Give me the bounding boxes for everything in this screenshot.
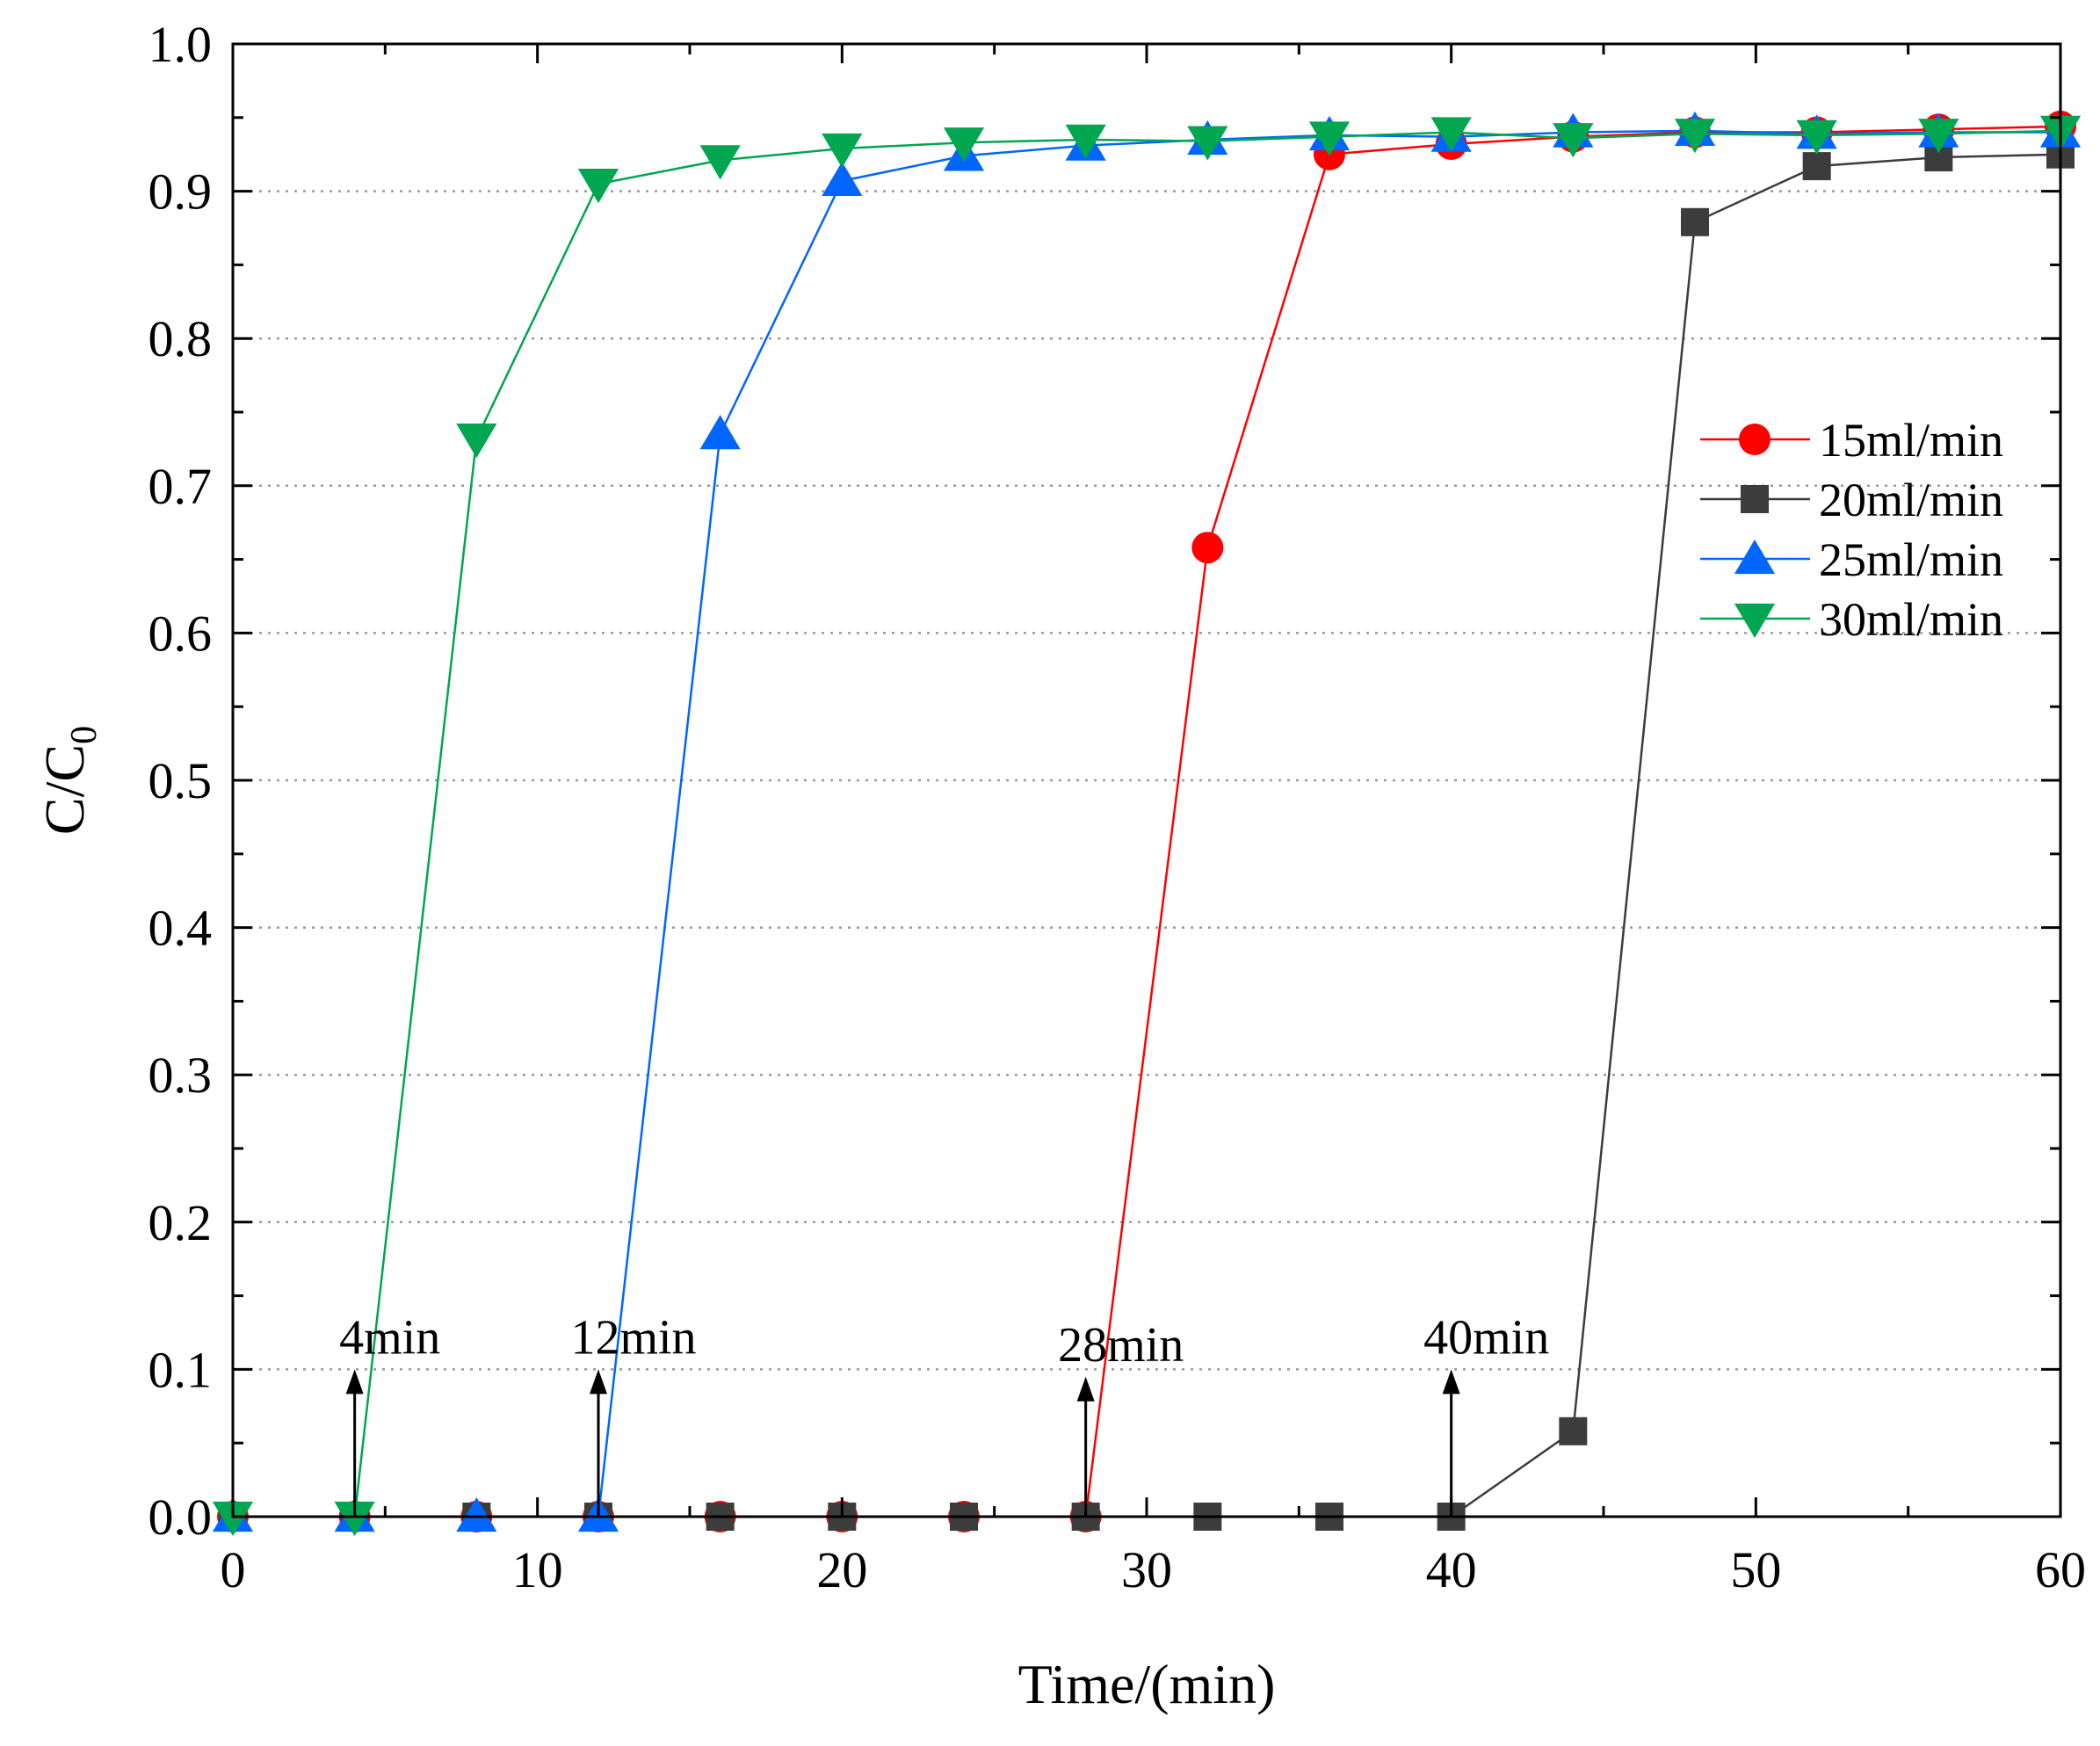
x-axis-label: Time/(min) bbox=[1018, 1653, 1276, 1715]
legend-item: 25ml/min bbox=[1700, 533, 2003, 586]
series-line bbox=[233, 125, 2061, 1518]
data-point bbox=[1065, 124, 1106, 159]
legend-marker bbox=[1741, 485, 1769, 513]
data-point bbox=[699, 415, 741, 450]
x-tick-label: 60 bbox=[2035, 1541, 2086, 1598]
x-tick-label: 20 bbox=[816, 1541, 867, 1598]
data-point bbox=[1191, 532, 1224, 564]
series-30ml-min bbox=[212, 115, 2082, 1536]
data-point bbox=[1674, 119, 1716, 154]
y-axis-label-main: C/C bbox=[33, 744, 96, 835]
y-tick-label: 0.0 bbox=[148, 1489, 213, 1546]
data-point bbox=[822, 133, 863, 168]
annotation-label: 40min bbox=[1423, 1310, 1549, 1365]
y-tick-label: 0.7 bbox=[148, 458, 213, 515]
data-point bbox=[334, 1501, 375, 1536]
data-point bbox=[1918, 119, 1959, 154]
y-tick-label: 0.6 bbox=[148, 605, 213, 662]
data-point bbox=[1187, 126, 1228, 161]
x-tick-label: 50 bbox=[1730, 1541, 1781, 1598]
annotations: 4min 12min 28min 40min bbox=[339, 1310, 1549, 1517]
y-tick-label: 0.9 bbox=[148, 163, 213, 221]
data-point bbox=[1553, 123, 1594, 158]
data-point bbox=[577, 169, 619, 204]
y-tick-label: 1.0 bbox=[148, 16, 213, 73]
legend-marker bbox=[1739, 424, 1771, 455]
legend-item: 20ml/min bbox=[1700, 474, 2003, 526]
x-tick-label: 30 bbox=[1121, 1541, 1172, 1598]
y-tick-label: 0.2 bbox=[148, 1194, 213, 1251]
legend-marker bbox=[1734, 603, 1776, 638]
data-point bbox=[456, 424, 497, 459]
data-point bbox=[1430, 117, 1472, 152]
y-tick-label: 0.3 bbox=[148, 1047, 213, 1104]
y-axis-label: C/C0 bbox=[33, 726, 105, 835]
annotation-arrow-head bbox=[1076, 1376, 1095, 1402]
legend-label: 30ml/min bbox=[1819, 593, 2003, 646]
data-point bbox=[456, 1497, 497, 1532]
y-tick-label: 0.8 bbox=[148, 310, 213, 367]
legend-label: 25ml/min bbox=[1819, 533, 2003, 586]
legend-item: 30ml/min bbox=[1700, 593, 2003, 646]
y-tick-label: 0.4 bbox=[148, 900, 213, 957]
annotation-arrow-head bbox=[345, 1369, 364, 1395]
x-tick-label: 10 bbox=[512, 1541, 563, 1598]
annotation-12min: 12min bbox=[570, 1310, 697, 1517]
annotation-label: 12min bbox=[570, 1310, 696, 1365]
annotation-40min: 40min bbox=[1423, 1310, 1549, 1517]
legend: 15ml/min 20ml/min 25ml/min 30ml/min bbox=[1700, 414, 2003, 646]
data-point bbox=[1308, 121, 1351, 156]
annotation-arrow-head bbox=[1442, 1369, 1460, 1395]
series-line bbox=[233, 153, 2061, 1518]
axes: 0 10 20 30 40 50 60 0.0 0.1 0.2 0.3 0.4 0.5 0.6 0.7 0.8… bbox=[148, 16, 2087, 1598]
y-axis-label-subscript: 0 bbox=[64, 726, 105, 744]
data-point bbox=[822, 161, 863, 197]
y-tick-label: 0.1 bbox=[148, 1341, 213, 1398]
annotation-label: 4min bbox=[339, 1310, 440, 1365]
data-point bbox=[699, 145, 741, 180]
data-point bbox=[1796, 120, 1837, 155]
data-point bbox=[1802, 152, 1831, 181]
grid-lines bbox=[233, 190, 2060, 1371]
annotation-28min: 28min bbox=[1058, 1318, 1184, 1517]
x-tick-label: 0 bbox=[221, 1541, 246, 1598]
data-point bbox=[943, 127, 985, 163]
data-point bbox=[212, 1501, 254, 1536]
legend-item: 15ml/min bbox=[1700, 414, 2003, 467]
legend-marker bbox=[1734, 540, 1776, 575]
annotation-label: 28min bbox=[1058, 1318, 1184, 1373]
y-tick-label: 0.5 bbox=[148, 752, 213, 809]
x-tick-label: 40 bbox=[1426, 1541, 1477, 1598]
annotation-4min: 4min bbox=[339, 1310, 440, 1517]
legend-label: 15ml/min bbox=[1819, 414, 2003, 467]
data-point bbox=[1681, 207, 1709, 236]
annotation-arrow-head bbox=[590, 1369, 607, 1395]
legend-label: 20ml/min bbox=[1819, 474, 2003, 526]
series-line bbox=[233, 129, 2061, 1518]
data-point bbox=[1559, 1416, 1588, 1445]
